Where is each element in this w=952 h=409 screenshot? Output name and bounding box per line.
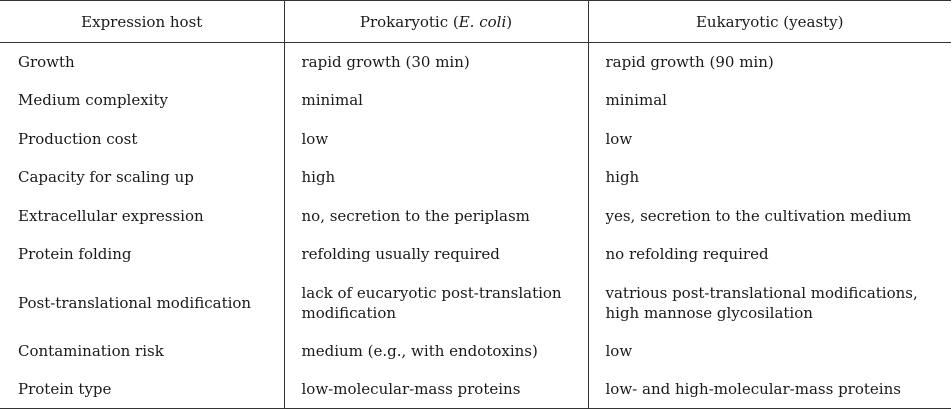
header-eukaryotic: Eukaryotic (yeasty) bbox=[587, 0, 951, 43]
row-prokaryotic-value: medium (e.g., with endotoxins) bbox=[283, 331, 588, 370]
row-property: Protein folding bbox=[18, 245, 132, 264]
row-eukaryotic-value: yes, secretion to the cultivation medium bbox=[587, 196, 951, 235]
row-property: Protein type bbox=[0, 370, 284, 409]
table-row: Post-translational modification lack of … bbox=[0, 273, 951, 332]
row-eukaryotic-value: vatrious post-translational modification… bbox=[587, 273, 951, 332]
header-prokaryotic: Prokaryotic (E. coli) bbox=[283, 0, 588, 43]
row-prokaryotic-value: minimal bbox=[283, 81, 588, 120]
header-prokaryotic-prefix: Prokaryotic ( bbox=[359, 12, 459, 31]
row-eukaryotic-value: minimal bbox=[587, 81, 951, 120]
row-eukaryotic-value: low- and high-molecular-mass proteins bbox=[587, 370, 951, 409]
row-property: Contamination risk bbox=[18, 341, 164, 360]
row-property: Capacity for scaling up bbox=[18, 168, 194, 187]
row-property: Medium complexity bbox=[18, 91, 168, 110]
table-row: Growth rapid growth (30 min) rapid growt… bbox=[0, 42, 951, 81]
row-prokaryotic-value: refolding usually required bbox=[283, 235, 588, 274]
row-property: Growth bbox=[18, 53, 75, 71]
row-eukaryotic-value: high bbox=[587, 158, 951, 197]
header-prokaryotic-suffix: ) bbox=[506, 12, 513, 31]
header-prokaryotic-organism: E. coli bbox=[458, 12, 507, 31]
row-eukaryotic-value: no refolding required bbox=[587, 235, 951, 274]
row-prokaryotic-value: lack of eucaryotic post-translation modi… bbox=[283, 273, 588, 332]
table-row: Contamination risk medium (e.g., with en… bbox=[0, 331, 951, 370]
row-property: Extracellular expression bbox=[18, 206, 204, 225]
row-eukaryotic-value: rapid growth (90 min) bbox=[587, 42, 951, 81]
table-row: Production cost low low bbox=[0, 119, 951, 158]
header-row: Expression host Prokaryotic (E. coli) Eu… bbox=[0, 0, 951, 43]
table-row: Medium complexity minimal minimal bbox=[0, 81, 951, 120]
table-row: Extracellular expression no, secretion t… bbox=[0, 196, 951, 235]
table-row: Protein type low-molecular-mass proteins… bbox=[0, 370, 951, 409]
row-eukaryotic-value: low bbox=[587, 119, 951, 158]
row-eukaryotic-value: low bbox=[587, 331, 951, 370]
row-prokaryotic-value: low bbox=[283, 119, 588, 158]
row-property: Production cost bbox=[18, 129, 138, 148]
row-property: Post-translational modification bbox=[18, 293, 252, 312]
table-body: Growth rapid growth (30 min) rapid growt… bbox=[0, 42, 951, 409]
row-prokaryotic-value: no, secretion to the periplasm bbox=[283, 196, 588, 235]
row-prokaryotic-value: rapid growth (30 min) bbox=[283, 42, 588, 81]
row-prokaryotic-value: low-molecular-mass proteins bbox=[283, 370, 588, 409]
header-expression-host: Expression host bbox=[0, 0, 284, 43]
table-header: Expression host Prokaryotic (E. coli) Eu… bbox=[0, 0, 951, 43]
table-row: Capacity for scaling up high high bbox=[0, 158, 951, 197]
table-row: Protein folding refolding usually requir… bbox=[0, 235, 951, 274]
row-prokaryotic-value: high bbox=[283, 158, 588, 197]
